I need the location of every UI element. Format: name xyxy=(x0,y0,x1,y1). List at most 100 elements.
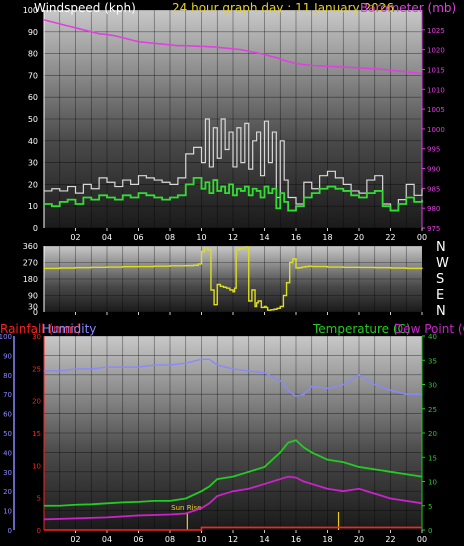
direction-label-s: S xyxy=(436,272,445,287)
temperature-tick-label: 35 xyxy=(428,357,437,365)
temperature-tick-label: 15 xyxy=(428,454,437,462)
direction-tick-label: 30 xyxy=(28,303,38,312)
direction-label-n2: N xyxy=(436,304,446,319)
rainfall-tick-label: 5 xyxy=(37,495,41,503)
rainfall-tick-label: 20 xyxy=(32,398,41,406)
barometer-tick-label: 1015 xyxy=(427,66,445,74)
direction-tick-label: 0 xyxy=(33,308,38,317)
rainfall-tick-label: 10 xyxy=(32,462,41,470)
windspeed-tick-label: 60 xyxy=(28,93,38,102)
barometer-tick-label: 995 xyxy=(427,146,440,154)
windspeed-tick-label: 0 xyxy=(33,224,38,233)
x-tick-label: 16 xyxy=(291,233,301,242)
x-tick-label: 04 xyxy=(102,535,112,544)
direction-tick-label: 360 xyxy=(23,242,38,251)
windspeed-tick-label: 80 xyxy=(28,50,38,59)
barometer-line xyxy=(43,19,423,75)
temperature-line xyxy=(44,439,423,507)
x-tick-label: 18 xyxy=(322,535,332,544)
dewpoint-axis-title: Dew Point (C) xyxy=(394,322,464,336)
barometer-tick-label: 985 xyxy=(427,185,440,193)
rainfall-tick-label: 25 xyxy=(32,365,41,373)
barometer-tick-label: 990 xyxy=(427,166,440,174)
humidity-tick-label: 50 xyxy=(3,430,12,438)
x-tick-label: 12 xyxy=(228,233,238,242)
temperature-axis-title: Temperature (C) xyxy=(313,322,411,336)
x-tick-label: 08 xyxy=(165,233,175,242)
direction-label-n1: N xyxy=(436,240,446,255)
humidity-tick-label: 60 xyxy=(3,411,12,419)
humidity-line xyxy=(44,358,422,397)
humidity-tick-label: 20 xyxy=(3,488,12,496)
direction-label-e: E xyxy=(436,288,445,303)
rainfall-tick-label: 15 xyxy=(32,430,41,438)
humidity-tick-label: 10 xyxy=(3,508,12,516)
humidity-tick-label: 70 xyxy=(3,391,12,399)
humidity-axis-title: Humidity xyxy=(42,322,97,336)
barometer-tick-label: 1020 xyxy=(427,47,445,55)
x-tick-label: 10 xyxy=(196,535,206,544)
humidity-tick-label: 0 xyxy=(8,527,12,535)
rainfall-axis-title: Rainfall (mm) xyxy=(0,322,82,336)
windspeed-tick-label: 20 xyxy=(28,180,38,189)
temperature-tick-label: 30 xyxy=(428,382,437,390)
temperature-tick-label: 0 xyxy=(428,527,432,535)
windspeed-tick-label: 50 xyxy=(28,115,38,124)
wind-average-line xyxy=(44,176,423,212)
x-tick-label: 10 xyxy=(196,233,206,242)
x-tick-label: 22 xyxy=(385,535,395,544)
windspeed-axis-title: Windspeed (kph) xyxy=(34,1,136,15)
temperature-tick-label: 40 xyxy=(428,333,437,341)
barometer-tick-label: 1010 xyxy=(427,86,445,94)
x-tick-label: 06 xyxy=(133,535,143,544)
x-tick-label: 18 xyxy=(322,233,332,242)
temperature-tick-label: 5 xyxy=(428,503,432,511)
barometer-axis-title: Barometer (mb) xyxy=(360,1,457,15)
windspeed-tick-label: 70 xyxy=(28,71,38,80)
windspeed-tick-label: 90 xyxy=(28,28,38,37)
humidity-tick-label: 40 xyxy=(3,449,12,457)
direction-tick-label: 90 xyxy=(28,292,38,301)
x-tick-label: 08 xyxy=(165,535,175,544)
wind-direction-line xyxy=(44,246,423,311)
barometer-tick-label: 975 xyxy=(427,225,440,233)
x-tick-label: 00 xyxy=(417,233,427,242)
direction-tick-label: 180 xyxy=(23,275,38,284)
windspeed-tick-label: 100 xyxy=(23,6,38,15)
x-tick-label: 12 xyxy=(228,535,238,544)
x-tick-label: 16 xyxy=(291,535,301,544)
x-tick-label: 14 xyxy=(259,233,269,242)
barometer-tick-label: 1025 xyxy=(427,27,445,35)
direction-label-w: W xyxy=(436,256,449,271)
sunrise-label: Sun Rise xyxy=(171,504,201,512)
x-tick-label: 20 xyxy=(354,535,364,544)
rainfall-tick-label: 0 xyxy=(37,527,41,535)
x-tick-label: 20 xyxy=(354,233,364,242)
humidity-tick-label: 30 xyxy=(3,469,12,477)
dewpoint-line xyxy=(43,475,423,521)
x-tick-label: 04 xyxy=(102,233,112,242)
direction-tick-label: 270 xyxy=(23,259,38,268)
barometer-tick-label: 1000 xyxy=(427,126,445,134)
humidity-tick-label: 100 xyxy=(0,333,12,341)
temperature-tick-label: 20 xyxy=(428,430,437,438)
temperature-tick-label: 25 xyxy=(428,406,437,414)
barometer-tick-label: 980 xyxy=(427,205,440,213)
x-tick-label: 14 xyxy=(259,535,269,544)
x-tick-label: 02 xyxy=(70,535,80,544)
humidity-tick-label: 80 xyxy=(3,372,12,380)
windspeed-tick-label: 40 xyxy=(28,137,38,146)
windspeed-tick-label: 10 xyxy=(28,202,38,211)
windspeed-line xyxy=(44,118,423,212)
x-tick-label: 02 xyxy=(70,233,80,242)
x-tick-label: 00 xyxy=(417,535,427,544)
date-title: 24 hour graph day : 11 January 2026 xyxy=(172,1,394,15)
x-tick-label: 06 xyxy=(133,233,143,242)
temperature-tick-label: 10 xyxy=(428,479,437,487)
rainfall-line xyxy=(44,526,422,531)
x-tick-label: 22 xyxy=(385,233,395,242)
barometer-tick-label: 1005 xyxy=(427,106,445,114)
rainfall-tick-label: 30 xyxy=(32,333,41,341)
